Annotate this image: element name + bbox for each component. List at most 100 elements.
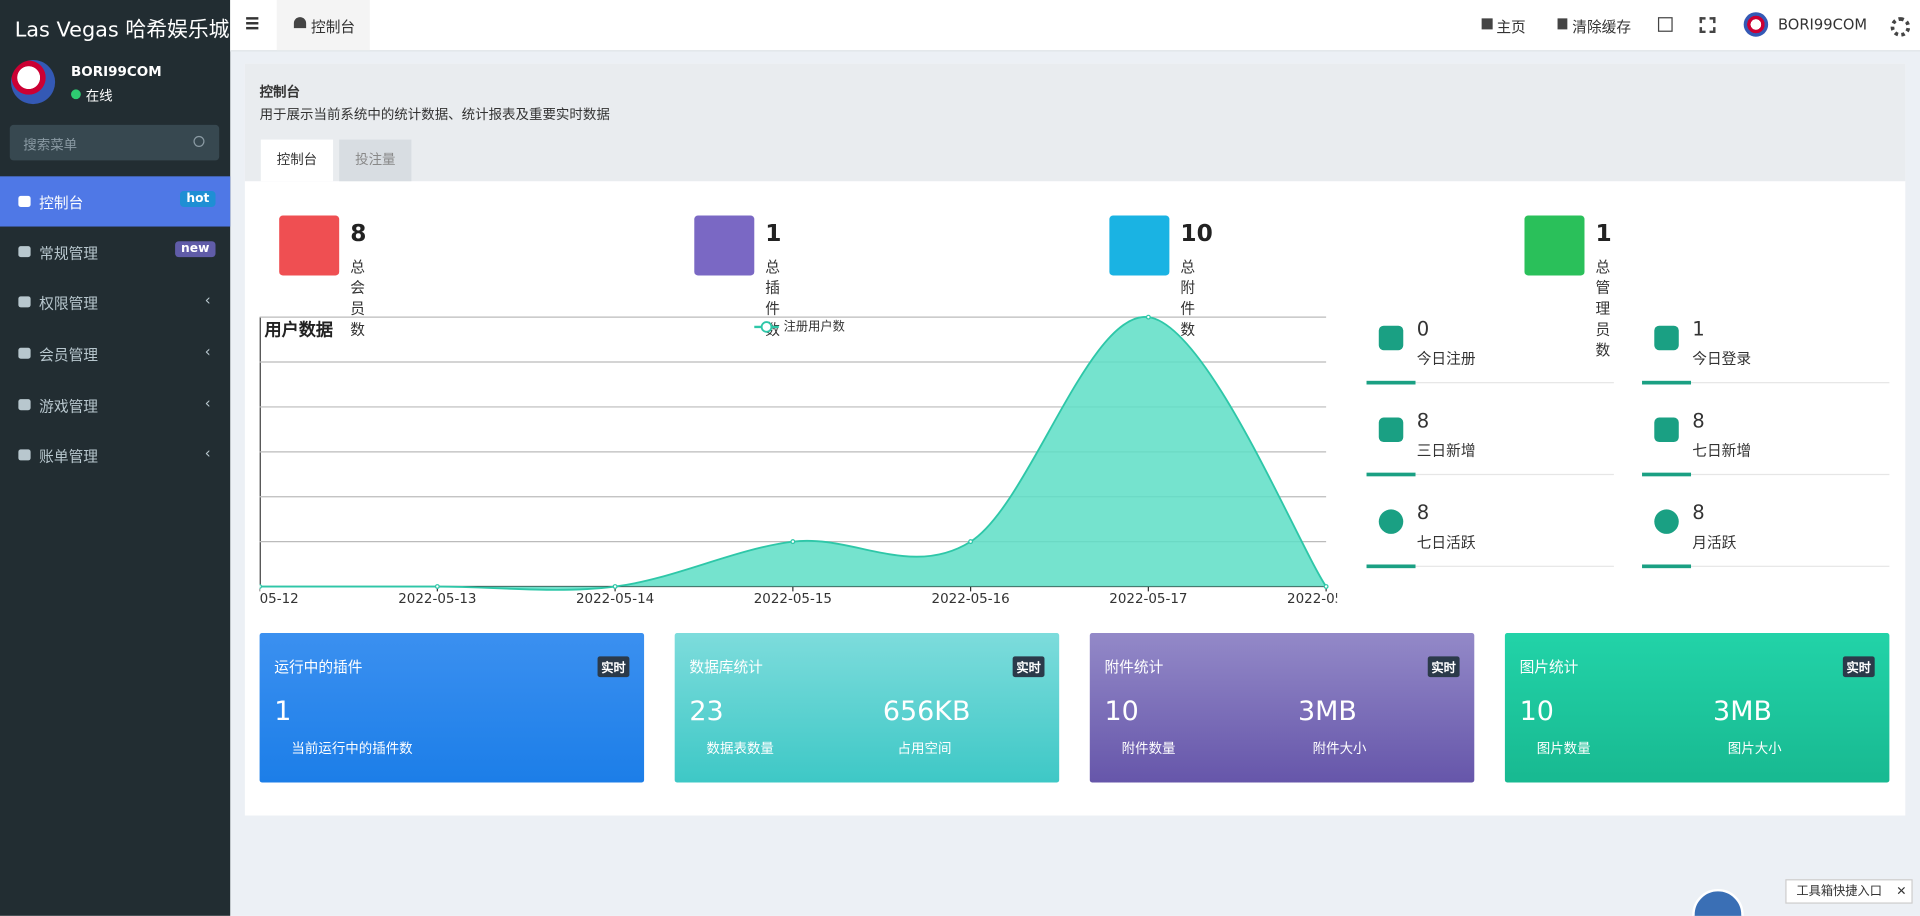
mini-label: 今日注册 <box>1416 350 1476 368</box>
stat-value: 1 <box>1595 220 1612 248</box>
mini-stat: 8 月活跃 <box>1642 500 1890 569</box>
toolbox-label: 工具箱快捷入口 <box>1796 885 1883 899</box>
card-value: 10 <box>1104 696 1139 728</box>
menu-label: 常规管理 <box>39 244 98 263</box>
menu-item[interactable]: 常规管理 new <box>0 227 230 277</box>
menu-label: 权限管理 <box>39 295 98 313</box>
underline <box>1366 564 1416 569</box>
panel-tab[interactable]: 控制台 <box>260 139 334 182</box>
avatar <box>11 60 56 105</box>
stat-icon <box>279 215 340 276</box>
close-icon[interactable]: ✕ <box>1896 885 1907 899</box>
mini-stat: 8 七日活跃 <box>1366 500 1614 569</box>
mini-value: 8 <box>1416 500 1430 525</box>
floating-avatar[interactable] <box>1692 888 1744 916</box>
chevron: ‹ <box>204 444 211 462</box>
card-badge: 实时 <box>1842 656 1875 678</box>
panel-tab[interactable]: 投注量 <box>339 139 412 182</box>
menu-badge: hot <box>180 191 216 207</box>
card-label: 附件数量 <box>1121 740 1176 757</box>
header-user[interactable]: BORI99COM <box>1777 15 1868 34</box>
panel-description: 用于展示当前系统中的统计数据、统计报表及重要实时数据 <box>259 106 610 123</box>
search-icon <box>193 135 205 147</box>
point <box>790 539 796 545</box>
underline <box>1642 472 1692 477</box>
mini-value: 8 <box>1692 500 1705 525</box>
menu-item[interactable]: 权限管理 ‹ <box>0 277 230 327</box>
info-card: 附件统计 实时 10 附件数量 3MB 附件大小 <box>1089 633 1475 783</box>
underline <box>1642 380 1692 385</box>
tab-label: 控制台 <box>311 18 356 36</box>
point <box>1323 584 1329 589</box>
info-card: 数据库统计 实时 23 数据表数量 656KB 占用空间 <box>674 633 1060 783</box>
stat-icon <box>1109 215 1170 276</box>
mini-label: 月活跃 <box>1692 533 1737 552</box>
chevron: ‹ <box>204 291 211 309</box>
x-tick-label: 2022-05-14 <box>576 592 654 607</box>
mini-icon <box>1378 509 1404 534</box>
nav-tab[interactable]: 控制台 <box>276 0 370 51</box>
card-value: 1 <box>274 696 292 728</box>
point <box>968 539 974 545</box>
mini-stat: 8 三日新增 <box>1366 408 1614 477</box>
menu-icon <box>18 296 31 308</box>
x-tick-label: 2022-05-17 <box>1109 592 1187 607</box>
header-link[interactable]: 清除缓存 <box>1572 18 1632 36</box>
menu-item[interactable]: 账单管理 ‹ <box>0 430 230 480</box>
underline <box>1642 564 1692 569</box>
info-card: 图片统计 实时 10 图片数量 3MB 图片大小 <box>1504 633 1890 783</box>
stat-icon <box>694 215 755 276</box>
fullscreen-icon[interactable] <box>1699 17 1716 34</box>
card-label: 当前运行中的插件数 <box>291 740 413 757</box>
card-label: 数据表数量 <box>706 740 774 757</box>
legend-label: 注册用户数 <box>784 318 845 333</box>
menu-item[interactable]: 会员管理 ‹ <box>0 328 230 378</box>
card-title: 附件统计 <box>1104 658 1164 676</box>
menu-toggle[interactable] <box>246 17 259 20</box>
menu-item[interactable]: 游戏管理 ‹ <box>0 380 230 430</box>
user-name: BORI99COM <box>71 63 162 80</box>
card-title: 运行中的插件 <box>274 658 363 676</box>
mini-value: 0 <box>1416 317 1430 341</box>
x-tick-label: 2022-05-18 <box>1287 592 1337 607</box>
underline <box>1366 380 1416 385</box>
card-badge: 实时 <box>1012 656 1045 678</box>
menu-label: 游戏管理 <box>39 397 98 416</box>
chart: 用户数据 2022-05-12 2022-05-13 2022-05-14 2022-… <box>259 314 1337 607</box>
stat-label: 总附件数 <box>1180 258 1196 338</box>
brand[interactable]: Las Vegas 哈希娱乐城 <box>14 18 230 43</box>
menu-label: 会员管理 <box>39 346 98 364</box>
panel-title: 控制台 <box>259 84 301 101</box>
legend-marker <box>760 321 773 333</box>
menu-item[interactable]: 控制台 hot <box>0 176 231 227</box>
card-value: 3MB <box>1297 696 1357 728</box>
mini-icon <box>1378 325 1404 351</box>
stat-value: 1 <box>765 220 782 248</box>
settings-icon[interactable] <box>1890 17 1911 37</box>
card-label: 附件大小 <box>1312 740 1367 757</box>
mini-icon <box>1378 417 1404 443</box>
mini-label: 七日活跃 <box>1416 533 1476 552</box>
mini-label: 今日登录 <box>1692 350 1752 368</box>
mini-stat: 8 七日新增 <box>1642 408 1890 477</box>
lang-icon[interactable] <box>1657 17 1673 32</box>
card-value: 10 <box>1519 696 1554 728</box>
mini-icon <box>1654 325 1679 351</box>
stat-label: 总插件数 <box>765 258 781 338</box>
x-tick-label: 2022-05-15 <box>754 592 832 607</box>
line <box>259 316 1327 591</box>
search-box[interactable]: 搜索菜单 <box>9 124 220 161</box>
card-title: 数据库统计 <box>689 658 763 676</box>
header-link[interactable]: 主页 <box>1496 18 1526 36</box>
card-title: 图片统计 <box>1519 658 1579 676</box>
trash-icon <box>1557 18 1568 30</box>
point <box>1145 314 1151 320</box>
card-value: 23 <box>689 696 724 728</box>
menu-icon <box>18 195 31 207</box>
point <box>434 584 440 589</box>
toolbox-button[interactable]: 工具箱快捷入口 ✕ <box>1785 879 1913 904</box>
menu-label: 账单管理 <box>39 448 98 466</box>
stat-icon <box>1524 215 1585 276</box>
